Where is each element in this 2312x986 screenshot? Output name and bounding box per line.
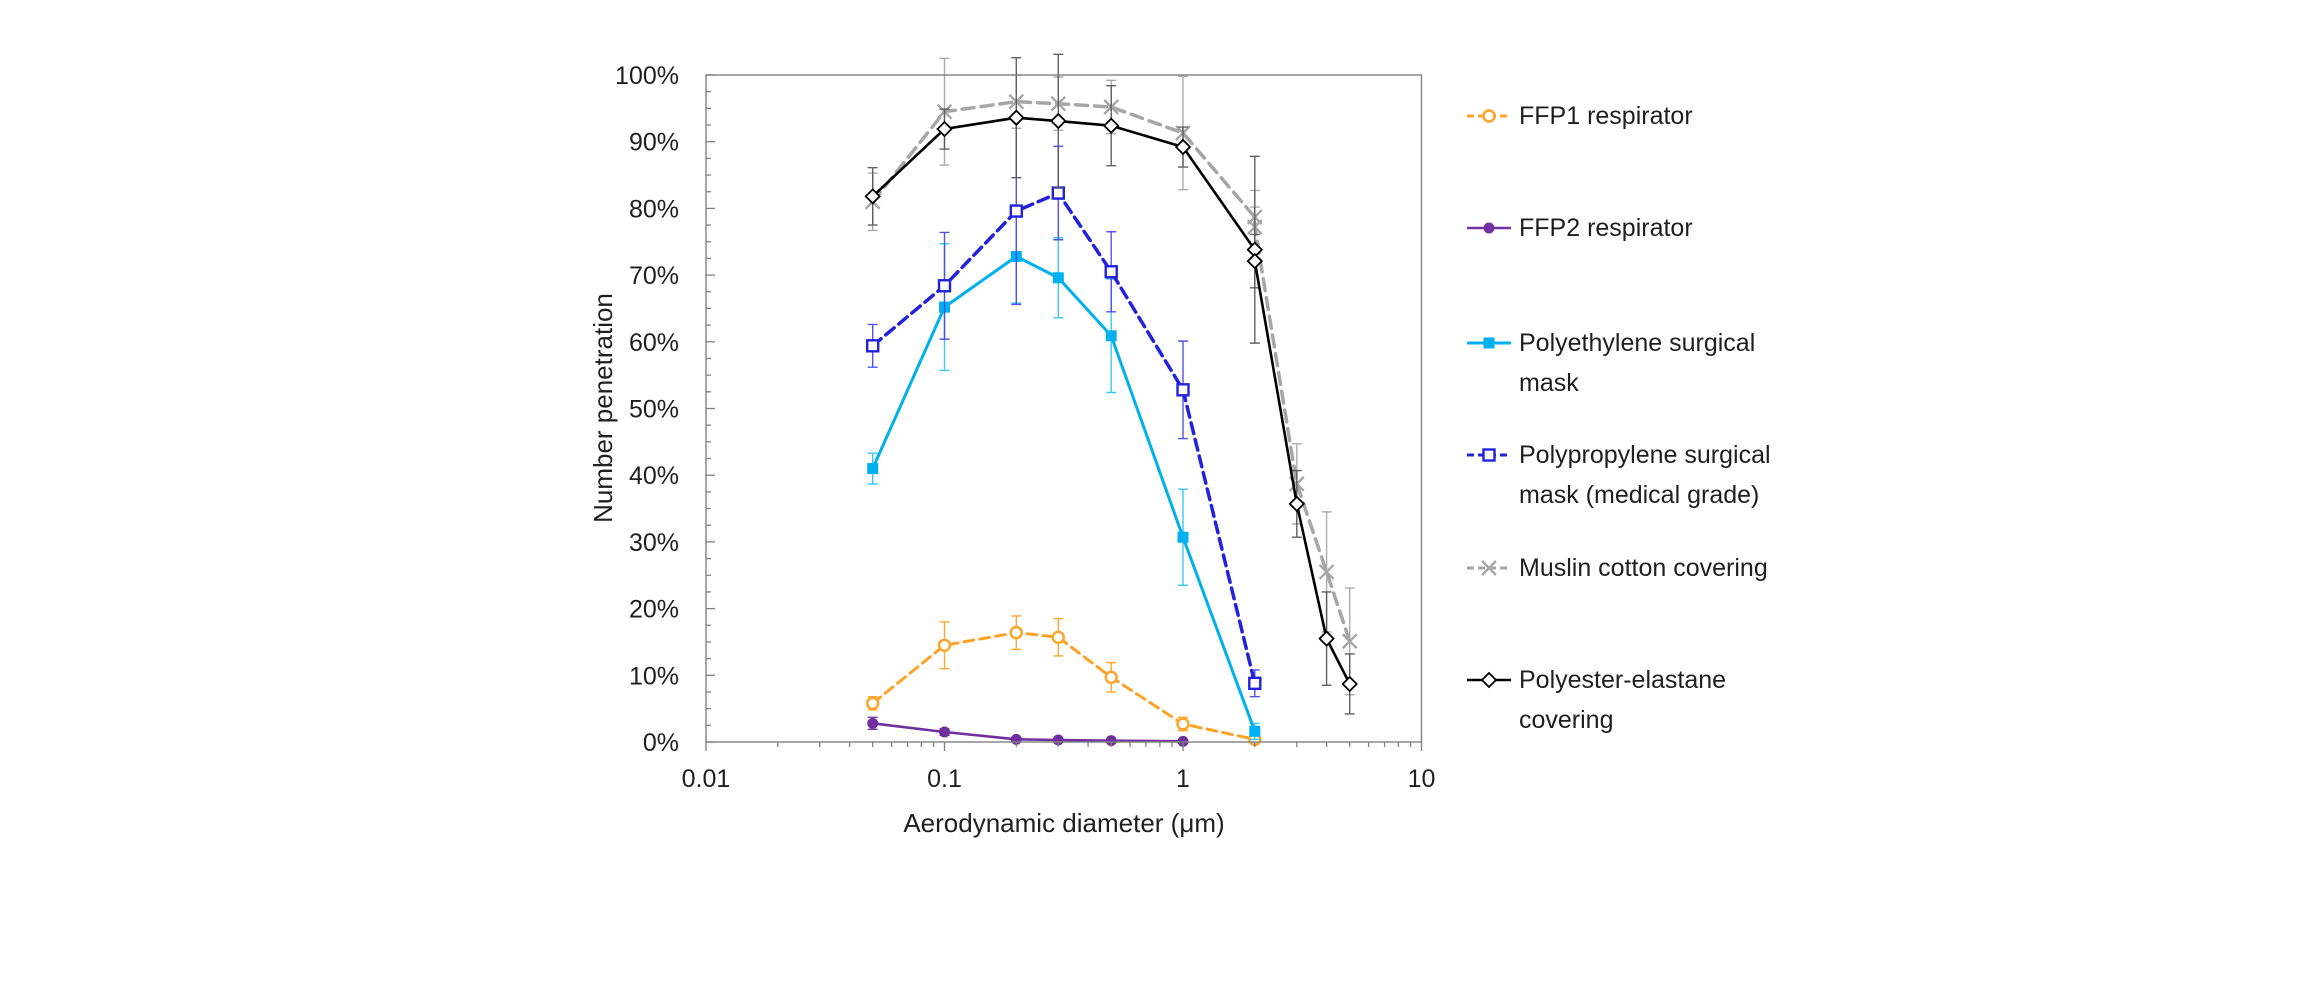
y-tick-label: 20% [629, 596, 679, 624]
y-tick-label: 70% [629, 262, 679, 290]
y-tick-label: 10% [629, 662, 679, 690]
series-ffp1-respirator [866, 615, 1262, 747]
x-tick-label: 0.01 [682, 765, 731, 793]
y-tick-label: 60% [629, 329, 679, 357]
y-tick-label: 40% [629, 462, 679, 490]
x-tick-label: 1 [1176, 765, 1190, 793]
x-axis-title: Aerodynamic diameter (μm) [903, 808, 1224, 838]
axis-tick-labels: 0% 10% 20% 30% 40% 50% 60% 70% 80% 90% 100% 0.01 0.1… [615, 62, 1435, 793]
y-tick-label: 50% [629, 396, 679, 424]
y-tick-label: 0% [643, 729, 679, 757]
y-tick-label: 100% [615, 62, 679, 90]
error-bars-and-series-layer [864, 53, 1358, 747]
y-tick-label: 30% [629, 529, 679, 557]
y-axis-title: Number penetration [588, 293, 618, 523]
axis-ticks [705, 74, 1423, 751]
x-tick-label: 10 [1408, 765, 1436, 793]
x-tick-label: 0.1 [927, 765, 962, 793]
series-polypropylene-surgical-mask-medical-grade [866, 116, 1262, 698]
series-polyester-elastane-covering [864, 53, 1358, 715]
y-tick-label: 90% [629, 129, 679, 157]
y-tick-label: 80% [629, 195, 679, 223]
